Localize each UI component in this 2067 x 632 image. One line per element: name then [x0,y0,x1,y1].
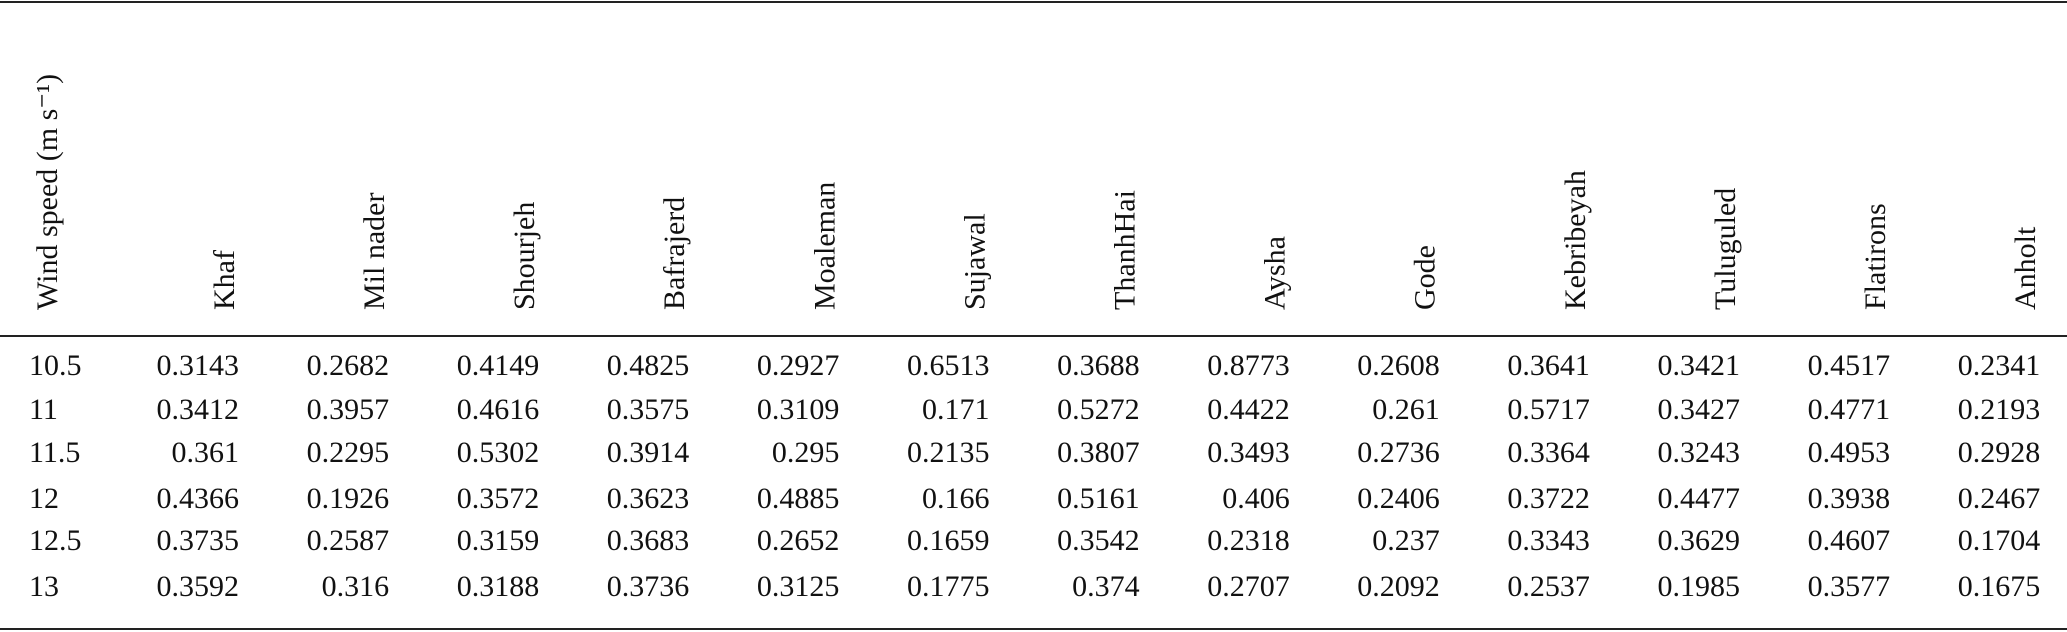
cell: 0.4607 [1808,524,1891,557]
cell: 0.2295 [307,436,390,469]
cell: 0.3109 [757,393,840,426]
cell: 0.5302 [457,436,540,469]
cell: 0.2928 [1958,436,2041,469]
column-header: Sujawal [958,213,991,310]
cell: 0.3688 [1057,349,1140,382]
cell: 0.3683 [607,524,690,557]
column-header: Shourjeh [508,202,541,310]
cell: 0.3807 [1057,436,1140,469]
cell: 0.4517 [1808,349,1891,382]
cell: 0.3577 [1808,570,1891,603]
cell: 0.3572 [457,482,540,515]
column-header: Bafrajerd [658,197,691,310]
cell: 0.2135 [907,436,990,469]
cell: 0.4771 [1808,393,1891,426]
cell: 0.5717 [1507,393,1590,426]
cell: 0.3914 [607,436,690,469]
cell: 0.2652 [757,524,840,557]
cell: 0.2318 [1207,524,1290,557]
cell: 0.406 [1222,482,1290,515]
column-header: Khaf [208,250,241,310]
cell: 0.2608 [1357,349,1440,382]
cell: 0.2736 [1357,436,1440,469]
cell: 0.2537 [1507,570,1590,603]
cell: 0.4885 [757,482,840,515]
cell: 0.166 [922,482,990,515]
cell: 0.3188 [457,570,540,603]
cell: 0.2587 [307,524,390,557]
cell: 0.3159 [457,524,540,557]
column-header: Gode [1409,245,1442,310]
cell: 0.3938 [1808,482,1891,515]
cell: 0.3957 [307,393,390,426]
cell: 0.1926 [307,482,390,515]
column-header: Kebribeyah [1559,170,1592,310]
cell: 0.2341 [1958,349,2041,382]
cell: 0.3575 [607,393,690,426]
cell: 0.3629 [1658,524,1741,557]
cell: 0.4477 [1658,482,1741,515]
cell: 0.3125 [757,570,840,603]
cell: 0.4825 [607,349,690,382]
cell: 0.5161 [1057,482,1140,515]
column-header: Aysha [1259,236,1292,310]
cell: 0.3143 [157,349,240,382]
cell: 0.2406 [1357,482,1440,515]
cell: 0.3343 [1507,524,1590,557]
cell: 0.3735 [157,524,240,557]
row-label: 12 [29,482,59,515]
cell: 0.3641 [1507,349,1590,382]
cell: 0.3412 [157,393,240,426]
cell: 0.3542 [1057,524,1140,557]
cell: 0.4616 [457,393,540,426]
cell: 0.3493 [1207,436,1290,469]
cell: 0.2092 [1357,570,1440,603]
column-header: Anholt [2009,226,2042,310]
cell: 0.4953 [1808,436,1891,469]
cell: 0.8773 [1207,349,1290,382]
cell: 0.1659 [907,524,990,557]
cell: 0.4422 [1207,393,1290,426]
cell: 0.2707 [1207,570,1290,603]
column-header: Tuluguled [1709,188,1742,310]
cell: 0.361 [172,436,240,469]
cell: 0.1675 [1958,570,2041,603]
cell: 0.3623 [607,482,690,515]
cell: 0.3427 [1658,393,1741,426]
cell: 0.4366 [157,482,240,515]
cell: 0.171 [922,393,990,426]
cell: 0.3243 [1658,436,1741,469]
cell: 0.2927 [757,349,840,382]
cell: 0.261 [1372,393,1440,426]
cell: 0.3592 [157,570,240,603]
row-label: 13 [29,570,59,603]
row-label: 10.5 [29,349,82,382]
cell: 0.3364 [1507,436,1590,469]
column-header: Mil nader [358,193,391,310]
cell: 0.2193 [1958,393,2041,426]
cell: 0.3736 [607,570,690,603]
column-header: Wind speed (m s⁻¹) [31,74,64,310]
column-header: ThanhHai [1108,190,1141,310]
column-header: Moaleman [808,182,841,310]
cell: 0.4149 [457,349,540,382]
cell: 0.237 [1372,524,1440,557]
cell: 0.2682 [307,349,390,382]
row-label: 11 [29,393,58,426]
cell: 0.3722 [1507,482,1590,515]
row-label: 11.5 [29,436,80,469]
cell: 0.3421 [1658,349,1741,382]
cell: 0.1704 [1958,524,2041,557]
cell: 0.374 [1072,570,1140,603]
cell: 0.316 [322,570,390,603]
cell: 0.1775 [907,570,990,603]
row-label: 12.5 [29,524,82,557]
cell: 0.5272 [1057,393,1140,426]
cell: 0.295 [772,436,840,469]
cell: 0.1985 [1658,570,1741,603]
cell: 0.6513 [907,349,990,382]
column-header: Flatirons [1859,203,1892,310]
cell: 0.2467 [1958,482,2041,515]
